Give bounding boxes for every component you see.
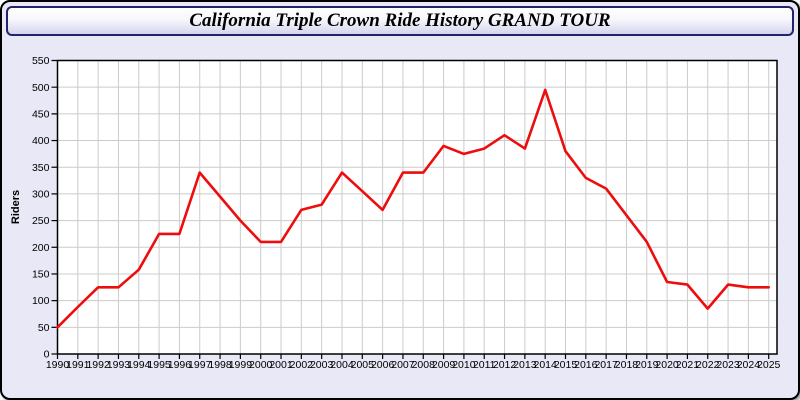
y-tick-label: 200 [32, 242, 50, 254]
x-tick-label: 2007 [391, 359, 415, 371]
y-tick-label: 100 [32, 295, 50, 307]
x-tick-label: 2023 [716, 359, 740, 371]
x-tick-label: 2024 [737, 359, 761, 371]
x-tick-label: 1993 [107, 359, 131, 371]
x-tick-label: 2013 [513, 359, 537, 371]
x-tick-label: 2004 [330, 359, 354, 371]
x-tick-label: 2010 [452, 359, 476, 371]
y-tick-label: 0 [44, 349, 50, 361]
y-tick-label: 350 [32, 162, 50, 174]
y-tick-label: 450 [32, 108, 50, 120]
x-tick-label: 2015 [554, 359, 578, 371]
x-tick-label: 2008 [412, 359, 436, 371]
chart-title-bar: California Triple Crown Ride History GRA… [6, 6, 794, 36]
x-tick-label: 1990 [46, 359, 70, 371]
x-tick-label: 2021 [676, 359, 700, 371]
x-tick-label: 1992 [86, 359, 110, 371]
x-tick-label: 1999 [229, 359, 253, 371]
x-tick-label: 2002 [290, 359, 314, 371]
x-tick-label: 2016 [574, 359, 598, 371]
riders-line-series [56, 88, 771, 329]
y-tick-label: 50 [38, 322, 50, 334]
x-tick-label: 1994 [127, 359, 151, 371]
y-tick-label: 550 [32, 55, 50, 67]
x-tick-label: 2017 [594, 359, 618, 371]
x-tick-label: 2001 [269, 359, 293, 371]
x-tick-label: 1998 [208, 359, 232, 371]
chart-title: California Triple Crown Ride History GRA… [189, 10, 611, 31]
x-tick-label: 2019 [635, 359, 659, 371]
x-tick-label: 2011 [473, 359, 496, 371]
x-tick-label: 2012 [493, 359, 517, 371]
x-tick-label: 1991 [66, 359, 90, 371]
x-tick-label: 2003 [310, 359, 334, 371]
x-tick-label: 1997 [188, 359, 212, 371]
x-tick-label: 2006 [371, 359, 395, 371]
x-tick-label: 2005 [351, 359, 375, 371]
y-tick-label: 250 [32, 215, 50, 227]
y-axis-ticks: 0 50 100 150 200 250 300 350 400 450 500 550 [32, 55, 58, 361]
x-tick-label: 2009 [432, 359, 456, 371]
x-tick-label: 2022 [696, 359, 720, 371]
x-tick-label: 2000 [249, 359, 273, 371]
x-axis-ticks: 1990199119921993199419951996199719981999… [46, 354, 781, 371]
y-axis-title: Riders [10, 190, 22, 224]
plot-frame [56, 59, 778, 355]
x-tick-label: 2014 [534, 359, 558, 371]
gridlines [57, 60, 777, 354]
x-tick-label: 1996 [168, 359, 192, 371]
plot-area [57, 60, 777, 354]
x-tick-label: 2025 [757, 359, 781, 371]
x-tick-label: 1995 [147, 359, 171, 371]
y-tick-label: 150 [32, 269, 50, 281]
x-tick-label: 2018 [615, 359, 639, 371]
x-tick-label: 2020 [655, 359, 679, 371]
y-tick-label: 400 [32, 135, 50, 147]
y-tick-label: 500 [32, 82, 50, 94]
y-tick-label: 300 [32, 189, 50, 201]
